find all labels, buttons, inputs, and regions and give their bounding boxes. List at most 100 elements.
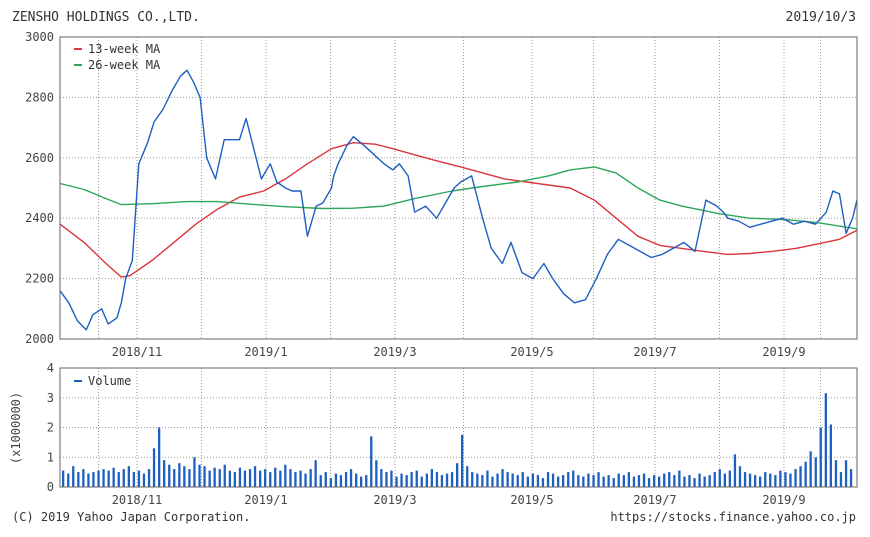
volume-bar [466,466,469,487]
volume-bar [683,476,686,487]
volume-x-tick-label: 2019/9 [762,493,805,507]
volume-bar [521,472,524,487]
volume-bar [764,472,767,487]
volume-bar [284,464,287,487]
volume-bar [72,466,75,487]
volume-bar [425,473,428,487]
price-y-tick-label: 2200 [25,272,54,286]
volume-bar [829,424,832,487]
volume-bar [127,466,130,487]
volume-bar [526,476,529,487]
volume-bar [203,466,206,487]
price-y-tick-label: 2600 [25,151,54,165]
volume-bar [112,467,115,487]
volume-bar [456,463,459,487]
volume-bar [390,470,393,487]
volume-bar [188,469,191,487]
volume-bar [536,475,540,487]
price-axis: 3000 2800 2600 2400 2200 2000 2018/11 2019/1 201… [25,30,806,359]
price-y-tick-label: 2400 [25,211,54,225]
volume-bar [122,469,125,487]
volume-bar [435,472,439,487]
volume-bar [137,470,141,487]
volume-bar [334,473,338,487]
chart-date: 2019/10/3 [785,10,856,25]
volume-bar [557,476,560,487]
volume-bar [355,473,358,487]
volume-bar [668,472,671,487]
volume-bar [637,475,641,487]
volume-bar [617,473,620,487]
volume-bar [567,472,570,487]
volume-bar [274,467,277,487]
volume-bar [248,469,252,487]
volume-bar [562,475,565,487]
source-url[interactable]: https://stocks.finance.yahoo.co.jp [610,510,856,524]
volume-bar [632,476,636,487]
volume-bar [67,473,70,487]
volume-x-tick-label: 2019/1 [244,493,287,507]
volume-bar [415,470,418,487]
volume-y-tick-label: 4 [47,361,54,375]
volume-bar [173,469,176,487]
volume-bar [264,469,267,487]
volume-bar [839,472,843,487]
volume-bar [198,464,201,487]
volume-bar [546,472,550,487]
volume-bar [779,470,782,487]
price-x-tick-label: 2019/7 [633,345,676,359]
volume-bar [380,469,383,487]
volume-bar [294,472,297,487]
legend-label: 13-week MA [88,42,161,56]
volume-bar [168,464,171,487]
price-line [59,69,858,331]
price-y-tick-label: 3000 [25,30,54,44]
volume-axis: 4 3 2 1 0 2018/11 2019/1 2019/3 2019/5 2019/7 2019… [47,361,806,507]
volume-bar [370,436,373,487]
volume-bar [178,463,181,487]
volume-bar [319,475,322,487]
volume-bar [385,472,388,487]
volume-bar [738,466,742,487]
volume-bar [339,475,343,487]
volume-x-tick-label: 2019/5 [510,493,553,507]
volume-bar [62,470,65,487]
volume-bar [511,473,514,487]
volume-bar [759,476,762,487]
volume-bar [769,473,772,487]
volume-bar [344,472,348,487]
volume-bar [743,472,747,487]
price-y-tick-label: 2800 [25,90,54,104]
volume-bar [183,466,186,487]
volume-bar [844,460,848,487]
volume-bar [708,475,711,487]
volume-bar [461,434,464,487]
volume-bar [551,473,555,487]
volume-bar [233,472,236,487]
volume-bar [849,469,853,487]
volume-bar [754,475,757,487]
volume-bar [592,475,595,487]
volume-bar [516,475,519,487]
copyright: (C) 2019 Yahoo Japan Corporation. [12,510,251,524]
volume-bar [395,476,398,487]
volume-bar [693,478,696,487]
volume-bar [213,467,216,487]
volume-bar [420,476,423,487]
volume-x-tick-label: 2019/3 [373,493,416,507]
volume-bar [193,457,196,488]
legend-label: 26-week MA [88,58,161,72]
volume-bar [733,454,737,487]
volume-x-tick-label: 2018/11 [112,493,163,507]
price-legend: 13-week MA 26-week MA [74,42,161,72]
volume-bar [728,470,731,487]
price-x-tick-label: 2019/9 [762,345,805,359]
volume-bar [597,472,600,487]
volume-bar [834,460,838,487]
volume-bar [491,476,494,487]
volume-bar [450,472,454,487]
volume-bar [678,470,681,487]
volume-panel-frame [59,367,858,488]
volume-bar [804,461,807,487]
